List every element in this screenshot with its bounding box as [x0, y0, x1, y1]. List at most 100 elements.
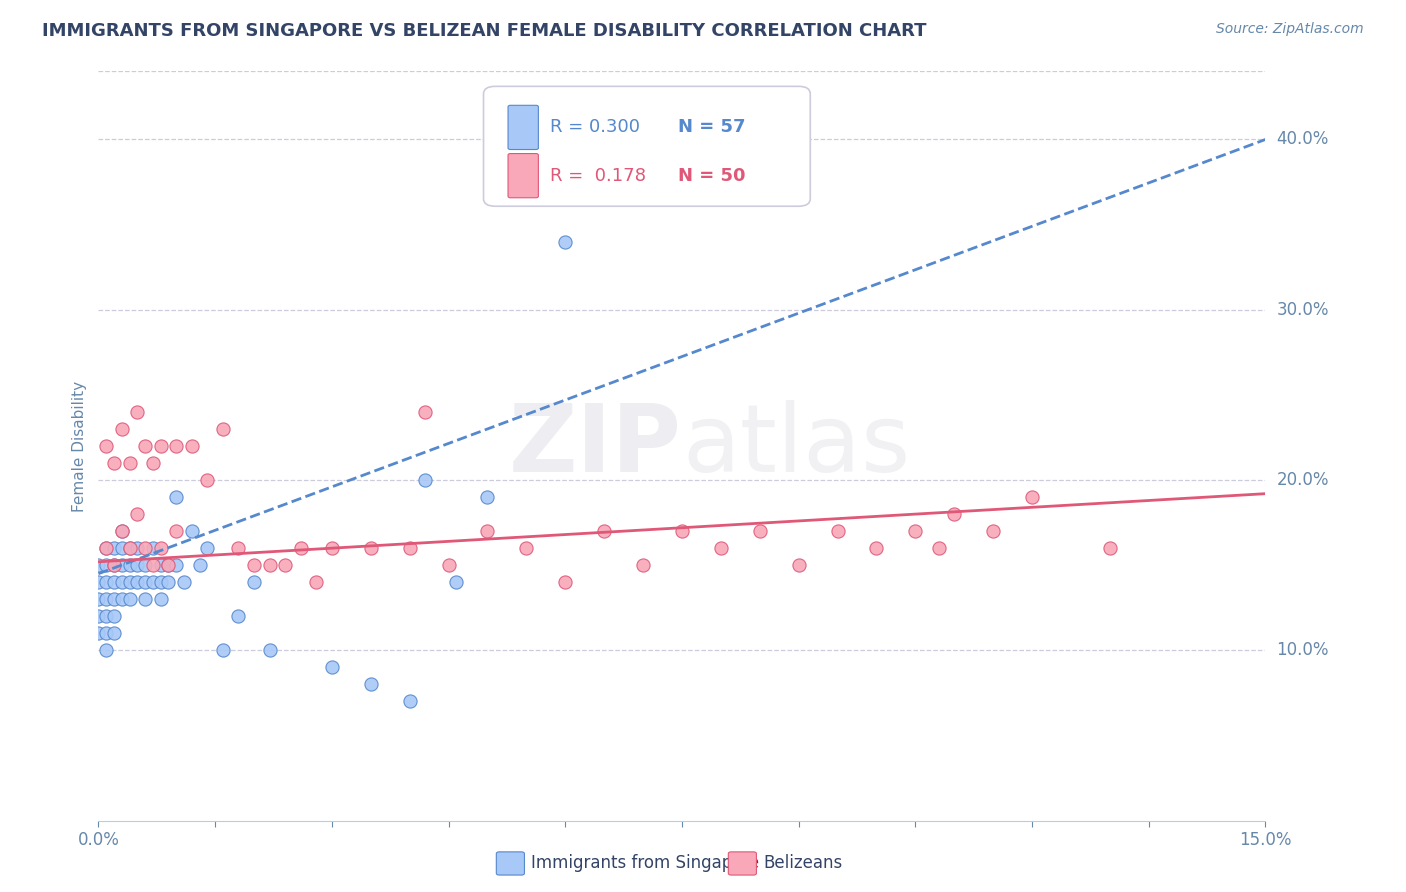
Point	[165, 558, 187, 573]
Point	[827, 524, 849, 538]
Point	[554, 575, 576, 590]
Point	[554, 235, 576, 249]
Text: 20.0%: 20.0%	[1277, 471, 1329, 489]
Point	[111, 422, 134, 436]
Point	[195, 473, 218, 487]
Point	[96, 541, 118, 556]
Point	[165, 490, 187, 504]
Point	[195, 541, 218, 556]
Point	[103, 558, 125, 573]
Point	[173, 575, 195, 590]
Text: atlas: atlas	[682, 400, 910, 492]
Point	[928, 541, 950, 556]
Point	[111, 524, 134, 538]
Point	[96, 439, 118, 453]
Point	[96, 626, 118, 640]
Point	[787, 558, 810, 573]
Point	[1021, 490, 1043, 504]
FancyBboxPatch shape	[508, 153, 538, 198]
Point	[212, 643, 235, 657]
Point	[671, 524, 693, 538]
Point	[134, 541, 156, 556]
Point	[111, 558, 134, 573]
Point	[165, 524, 187, 538]
Text: ZIP: ZIP	[509, 400, 682, 492]
Text: Immigrants from Singapore: Immigrants from Singapore	[531, 855, 759, 872]
Point	[134, 575, 156, 590]
Point	[228, 609, 250, 624]
Point	[87, 558, 110, 573]
Point	[111, 524, 134, 538]
Point	[103, 541, 125, 556]
Point	[118, 456, 141, 470]
Point	[142, 456, 165, 470]
Point	[127, 575, 149, 590]
Point	[111, 592, 134, 607]
Point	[142, 541, 165, 556]
Point	[437, 558, 460, 573]
Point	[259, 643, 281, 657]
Point	[87, 575, 110, 590]
FancyBboxPatch shape	[484, 87, 810, 206]
Text: 10.0%: 10.0%	[1277, 641, 1329, 659]
Point	[96, 592, 118, 607]
Y-axis label: Female Disability: Female Disability	[72, 380, 87, 512]
Point	[212, 422, 235, 436]
Point	[157, 558, 180, 573]
Point	[180, 524, 202, 538]
Point	[157, 558, 180, 573]
Point	[865, 541, 887, 556]
Point	[165, 439, 187, 453]
Point	[149, 558, 172, 573]
Text: N = 57: N = 57	[679, 119, 747, 136]
Point	[228, 541, 250, 556]
Point	[103, 575, 125, 590]
Point	[127, 558, 149, 573]
Point	[477, 490, 499, 504]
Point	[180, 439, 202, 453]
FancyBboxPatch shape	[508, 105, 538, 150]
Point	[118, 575, 141, 590]
Point	[981, 524, 1004, 538]
Point	[188, 558, 211, 573]
Point	[360, 677, 382, 691]
Point	[87, 592, 110, 607]
Point	[157, 575, 180, 590]
Point	[127, 405, 149, 419]
Point	[515, 541, 537, 556]
Text: Belizeans: Belizeans	[763, 855, 842, 872]
Point	[305, 575, 328, 590]
Point	[710, 541, 733, 556]
Text: N = 50: N = 50	[679, 167, 747, 185]
Point	[274, 558, 297, 573]
Point	[111, 575, 134, 590]
Point	[1098, 541, 1121, 556]
Point	[118, 541, 141, 556]
Point	[103, 626, 125, 640]
Point	[96, 609, 118, 624]
Point	[96, 643, 118, 657]
Point	[243, 558, 266, 573]
Point	[134, 439, 156, 453]
Point	[360, 541, 382, 556]
Point	[321, 541, 343, 556]
Point	[134, 592, 156, 607]
Point	[96, 558, 118, 573]
Point	[631, 558, 654, 573]
Point	[142, 575, 165, 590]
Text: R = 0.300: R = 0.300	[550, 119, 640, 136]
Point	[103, 558, 125, 573]
Text: Source: ZipAtlas.com: Source: ZipAtlas.com	[1216, 22, 1364, 37]
Point	[259, 558, 281, 573]
Point	[149, 592, 172, 607]
Point	[398, 694, 420, 708]
Point	[118, 592, 141, 607]
Point	[118, 558, 141, 573]
Point	[943, 507, 966, 521]
Point	[149, 541, 172, 556]
Point	[96, 575, 118, 590]
Point	[243, 575, 266, 590]
Point	[87, 626, 110, 640]
Point	[398, 541, 420, 556]
Point	[290, 541, 312, 556]
